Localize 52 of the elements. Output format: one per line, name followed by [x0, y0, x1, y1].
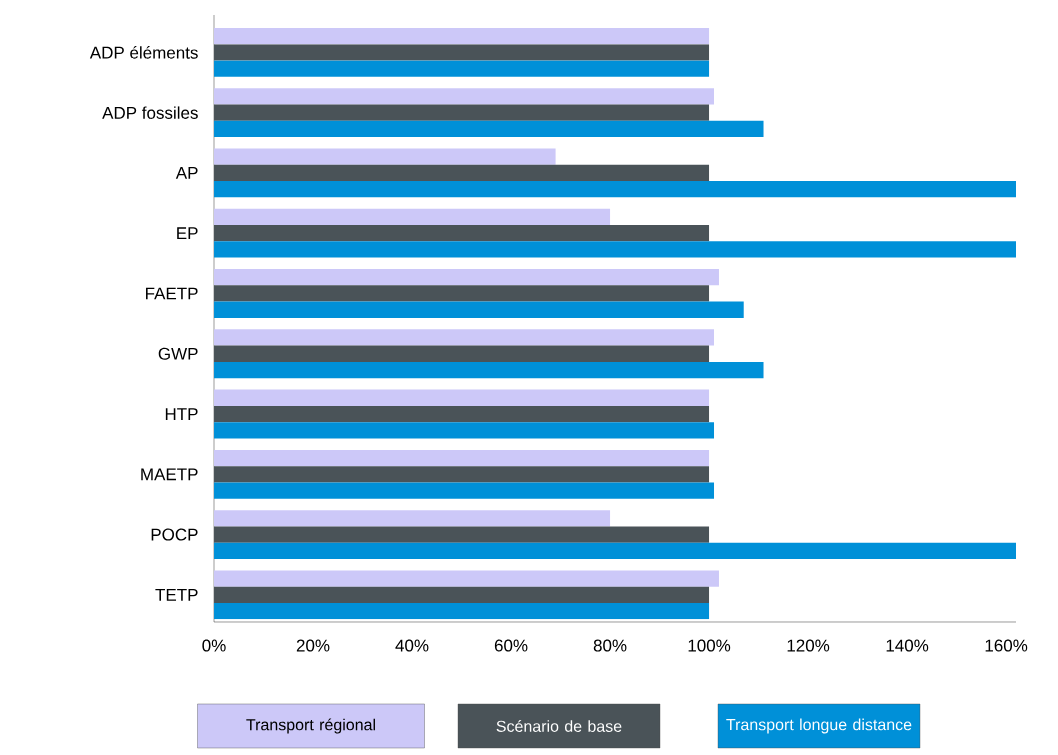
bar — [214, 361, 764, 379]
y-tick-label: POCP — [151, 528, 198, 541]
y-tick-label: HTP — [165, 408, 198, 420]
bar — [214, 449, 710, 467]
bar — [214, 526, 710, 543]
y-tick-label: GWP — [158, 347, 198, 360]
bar — [214, 88, 715, 105]
bar — [214, 422, 715, 439]
bar — [214, 603, 710, 620]
bar — [214, 208, 611, 226]
bar — [214, 542, 1016, 559]
y-tick-label: ADP éléments — [89, 46, 198, 59]
text: Scénario de base — [496, 720, 622, 732]
bar — [214, 301, 744, 318]
x-tick-label: 60% — [494, 639, 528, 652]
bar — [214, 27, 710, 45]
y-tick-label: MAETP — [141, 468, 198, 481]
bar — [214, 104, 710, 121]
x-tick-label: 80% — [593, 639, 627, 652]
bar — [214, 329, 715, 346]
x-tick-label: 20% — [296, 639, 330, 652]
x-tick-label: 120% — [787, 639, 830, 652]
y-tick-label: EP — [177, 227, 198, 240]
bar — [214, 164, 710, 182]
x-tick-label: 40% — [395, 639, 429, 652]
bar — [214, 466, 710, 483]
x-tick-label: 100% — [688, 639, 731, 652]
y-tick-label: FAETP — [146, 287, 198, 300]
bar — [214, 241, 1016, 258]
bar — [214, 405, 710, 423]
text: Transport régional — [246, 718, 375, 734]
text: Transport longue distance — [726, 718, 912, 734]
bar — [214, 389, 710, 406]
y-tick-label: TETP — [155, 589, 198, 601]
bar — [214, 510, 611, 527]
x-tick-label: 140% — [886, 639, 929, 652]
bar — [214, 148, 556, 165]
y-tick-label: ADP fossiles — [102, 106, 198, 119]
bar — [214, 225, 710, 242]
bar — [214, 482, 715, 499]
bar — [214, 570, 719, 587]
bar — [214, 120, 764, 138]
bar — [214, 181, 1016, 198]
x-tick-label: 160% — [985, 639, 1028, 652]
bar — [214, 285, 710, 302]
bar — [214, 269, 719, 286]
bar — [214, 345, 710, 362]
bar — [214, 44, 710, 61]
y-tick-label: AP — [175, 167, 198, 179]
bar — [214, 586, 710, 604]
x-tick-label: 0% — [202, 639, 226, 652]
bar — [214, 60, 710, 77]
